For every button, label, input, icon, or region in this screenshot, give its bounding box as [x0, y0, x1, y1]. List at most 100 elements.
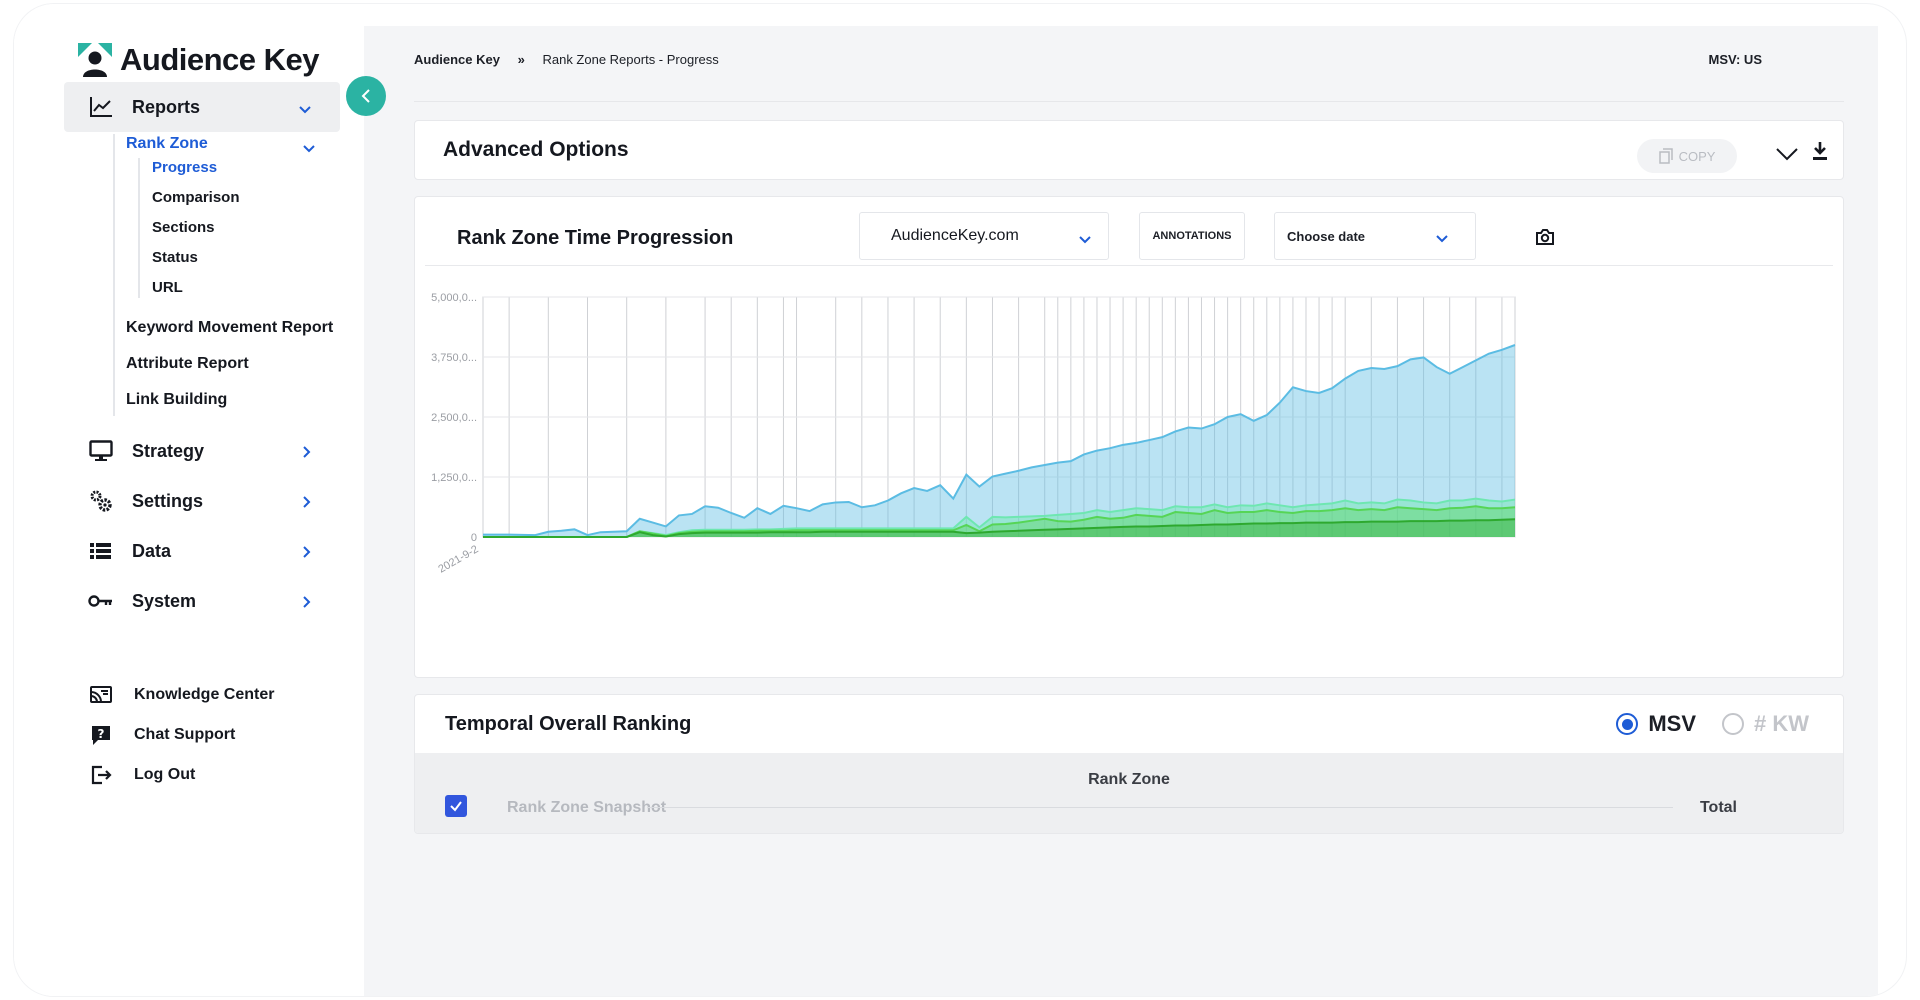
chevron-right-icon	[302, 593, 312, 614]
radio-msv-label: MSV	[1648, 711, 1696, 736]
y-tick-label: 2,500,0...	[431, 412, 477, 424]
nav-link-building[interactable]: Link Building	[126, 391, 228, 408]
radio-selected-icon	[1616, 713, 1639, 735]
copy-icon	[1658, 148, 1673, 164]
chevron-down-icon	[298, 99, 312, 120]
log-out-label: Log Out	[134, 766, 196, 783]
camera-icon[interactable]	[1535, 228, 1555, 251]
chat-support-link[interactable]: ? Chat Support	[88, 722, 235, 748]
main-content: Audience Key » Rank Zone Reports - Progr…	[364, 26, 1878, 996]
sidebar: Audience Key Reports Rank Zone Progress …	[14, 4, 364, 996]
nav-keyword-movement-report[interactable]: Keyword Movement Report	[126, 319, 334, 336]
key-icon	[88, 588, 114, 614]
select-all-checkbox[interactable]	[445, 795, 467, 817]
list-icon	[88, 538, 114, 564]
radio-kw[interactable]: # KW	[1722, 711, 1809, 737]
app-window: Audience Key Reports Rank Zone Progress …	[14, 4, 1906, 996]
y-tick-label: 1,250,0...	[431, 472, 477, 484]
msv-region: MSV: US	[1708, 52, 1762, 67]
breadcrumb: Audience Key » Rank Zone Reports - Progr…	[414, 52, 719, 67]
col-rank-zone: Rank Zone	[1088, 771, 1170, 788]
date-select[interactable]: Choose date	[1274, 212, 1476, 260]
nav-system-label: System	[132, 590, 197, 611]
radio-msv[interactable]: MSV	[1616, 711, 1696, 737]
x-tick-label: 2021-9-2	[436, 543, 480, 575]
download-icon[interactable]	[1811, 141, 1829, 166]
date-select-placeholder: Choose date	[1287, 228, 1366, 244]
gears-icon	[88, 488, 114, 514]
col-total: Total	[1699, 799, 1737, 816]
advanced-options-card: Advanced Options COPY	[414, 120, 1844, 180]
series-line-04-07	[483, 505, 1516, 538]
logout-icon	[88, 762, 114, 788]
rank-zone-chart: 5,000,0... 3,750,0... 2,500,0... 1,250,0...…	[431, 292, 1516, 576]
nav-rank-zone-sections[interactable]: Sections	[152, 219, 215, 236]
chat-question-icon: ?	[88, 722, 114, 748]
annotations-button[interactable]: ANNOTATIONS	[1139, 212, 1245, 260]
chevron-down-icon	[302, 141, 316, 159]
series-area-04-07	[483, 506, 1515, 537]
expand-chevron-icon[interactable]	[1775, 147, 1799, 166]
nav-rank-zone-status[interactable]: Status	[152, 249, 198, 266]
cast-icon	[88, 682, 114, 708]
breadcrumb-current: Rank Zone Reports - Progress	[542, 52, 719, 67]
rank-zone-progression-card: Rank Zone Time Progression AudienceKey.c…	[414, 196, 1844, 749]
nav-rank-zone[interactable]: Rank Zone	[126, 135, 208, 152]
series-area-11-25	[483, 345, 1515, 537]
svg-text:?: ?	[98, 727, 105, 741]
nav-rank-zone-comparison[interactable]: Comparison	[152, 189, 240, 206]
card-divider	[425, 265, 1833, 266]
knowledge-center-label: Knowledge Center	[134, 686, 275, 703]
breadcrumb-root[interactable]: Audience Key	[414, 52, 500, 67]
y-tick-label: 0	[471, 532, 477, 544]
chevron-right-icon	[302, 493, 312, 514]
log-out-link[interactable]: Log Out	[88, 762, 195, 788]
chevron-right-icon	[302, 543, 312, 564]
header-divider	[414, 101, 1844, 102]
copy-label: COPY	[1678, 148, 1716, 164]
nav-strategy-label: Strategy	[132, 440, 205, 461]
chat-support-label: Chat Support	[134, 726, 236, 743]
logo-text: Audience Key	[120, 42, 320, 77]
nav-settings[interactable]: Settings	[64, 476, 340, 526]
submenu-guide	[113, 134, 115, 416]
logo[interactable]: Audience Key	[78, 42, 320, 78]
y-tick-label: 5,000,0...	[431, 292, 477, 304]
chevron-right-icon	[302, 443, 312, 464]
nav-reports-label: Reports	[132, 96, 201, 117]
audience-key-logo-icon	[78, 43, 112, 77]
knowledge-center-link[interactable]: Knowledge Center	[88, 682, 274, 708]
series-line-01-03	[483, 518, 1516, 538]
nav-settings-label: Settings	[132, 490, 204, 511]
col-rank-zone-snapshot: Rank Zone Snapshot	[507, 799, 667, 816]
submenu-guide-inner	[138, 158, 140, 298]
copy-button[interactable]: COPY	[1637, 139, 1737, 173]
temporal-title: Temporal Overall Ranking	[445, 713, 692, 735]
collapse-sidebar-button[interactable]	[346, 76, 386, 116]
domain-select-value: AudienceKey.com	[891, 227, 1019, 244]
header-line	[647, 807, 1673, 808]
radio-empty-icon	[1722, 713, 1744, 735]
radio-kw-label: # KW	[1754, 711, 1809, 736]
chart-line-icon	[88, 94, 114, 120]
nav-reports[interactable]: Reports	[64, 82, 340, 132]
nav-data-label: Data	[132, 540, 172, 561]
nav-system[interactable]: System	[64, 576, 340, 626]
nav-attribute-report[interactable]: Attribute Report	[126, 355, 249, 372]
domain-select[interactable]: AudienceKey.com	[859, 212, 1109, 260]
table-header: Rank Zone Rank Zone Snapshot Total	[415, 753, 1843, 833]
annotations-label: ANNOTATIONS	[1152, 230, 1232, 242]
breadcrumb-separator: »	[517, 52, 525, 67]
temporal-ranking-card: Temporal Overall Ranking MSV # KW Rank Z…	[414, 694, 1844, 834]
y-tick-label: 3,750,0...	[431, 352, 477, 364]
nav-data[interactable]: Data	[64, 526, 340, 576]
nav-strategy[interactable]: Strategy	[64, 426, 340, 476]
nav-rank-zone-url[interactable]: URL	[152, 279, 183, 296]
chevron-down-icon	[1078, 232, 1092, 250]
series-line-11-25	[483, 344, 1516, 537]
metric-radio-group: MSV # KW	[1616, 711, 1809, 737]
nav-rank-zone-progress[interactable]: Progress	[152, 159, 218, 176]
chevron-down-icon	[1435, 232, 1449, 247]
advanced-options-title: Advanced Options	[443, 138, 629, 161]
monitor-icon	[88, 438, 114, 464]
